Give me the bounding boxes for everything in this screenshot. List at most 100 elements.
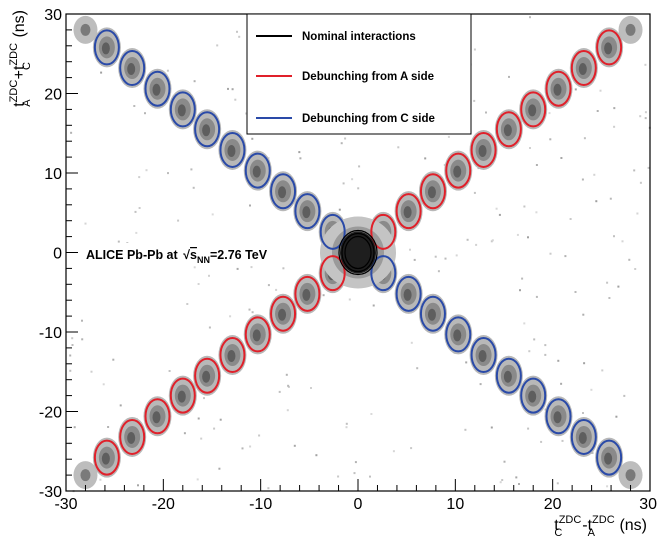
background-hit xyxy=(465,361,468,364)
nominal-contour xyxy=(341,232,375,273)
background-hit xyxy=(529,147,531,149)
background-hit xyxy=(208,274,210,277)
background-hit xyxy=(73,426,76,429)
background-hit xyxy=(218,467,221,470)
a-side-ellipse xyxy=(520,91,547,128)
background-hit xyxy=(287,384,290,387)
cluster-dense-core xyxy=(528,104,537,117)
cluster-dense-core xyxy=(604,42,613,55)
background-hit xyxy=(322,294,325,297)
background-hit xyxy=(544,344,547,347)
background-hit xyxy=(166,69,169,72)
background-hit xyxy=(606,485,609,488)
background-hit xyxy=(251,137,254,140)
background-hit xyxy=(249,204,251,207)
background-hit xyxy=(338,208,341,211)
corner-cluster-core xyxy=(625,23,636,36)
background-hit xyxy=(444,257,447,260)
background-hit xyxy=(628,258,631,261)
cluster-dense-core xyxy=(152,83,161,96)
y-axis-title: tZDCA+tZDCC (ns) xyxy=(8,10,33,107)
background-hit xyxy=(236,30,238,33)
cluster-dense-core xyxy=(478,350,487,363)
background-hit xyxy=(475,243,478,246)
cluster-dense-core xyxy=(177,104,186,117)
background-hit xyxy=(282,267,285,270)
c-side-ellipse xyxy=(169,91,196,128)
cluster-dense-core xyxy=(503,370,512,383)
background-hit xyxy=(617,285,620,288)
background-hit xyxy=(574,88,577,91)
c-side-ellipse xyxy=(520,377,547,414)
background-hit xyxy=(193,266,196,269)
c-side-ellipse xyxy=(395,275,422,312)
background-hit xyxy=(133,105,136,107)
c-side-ellipse xyxy=(445,316,472,353)
background-hit xyxy=(357,187,360,190)
background-hit xyxy=(267,284,270,287)
background-hit xyxy=(100,71,103,74)
background-hit xyxy=(117,240,120,243)
background-hit xyxy=(196,478,199,481)
c-side-ellipse xyxy=(596,439,623,476)
background-hit xyxy=(298,151,301,154)
background-hit xyxy=(613,125,616,128)
background-hit xyxy=(613,235,615,238)
background-hit xyxy=(595,200,598,203)
background-hit xyxy=(337,475,340,478)
background-hit xyxy=(549,252,552,255)
background-hit xyxy=(473,48,476,51)
background-hit xyxy=(529,16,531,19)
nominal-contour xyxy=(338,229,378,276)
background-hit xyxy=(535,164,538,166)
cluster-dense-core xyxy=(403,206,412,219)
a-side-ellipse xyxy=(470,131,497,168)
background-hit xyxy=(299,157,302,160)
a-side-ellipse xyxy=(545,70,572,107)
background-hit xyxy=(556,482,559,485)
background-hit xyxy=(99,478,102,481)
cluster-dense-core xyxy=(578,431,587,444)
a-side-ellipse xyxy=(596,29,623,66)
c-side-ellipse xyxy=(119,50,146,87)
background-hit xyxy=(340,142,343,145)
corner-cluster-core xyxy=(80,23,91,36)
experiment-annotation: ALICE Pb-Pb at √sNN=2.76 TeV xyxy=(82,243,298,265)
background-hit xyxy=(275,288,278,291)
background-hit xyxy=(548,112,551,115)
background-hit xyxy=(144,112,146,115)
y-tick-label: 10 xyxy=(44,166,62,183)
background-hit xyxy=(455,254,458,257)
background-hit xyxy=(508,75,510,78)
cluster-dense-core xyxy=(202,370,211,383)
background-hit xyxy=(192,186,195,189)
background-hit xyxy=(285,373,288,376)
background-hit xyxy=(644,117,647,120)
background-hit xyxy=(515,476,518,479)
background-hit xyxy=(549,138,552,141)
background-hit xyxy=(219,418,222,421)
background-hit xyxy=(137,484,139,487)
cluster-dense-core xyxy=(302,206,311,219)
background-hit xyxy=(190,168,193,171)
axis-ticks: -30 -20 -10 0 10 20 30 -30 -20 -10 0 10 20 30 xyxy=(39,7,657,513)
a-side-ellipse xyxy=(219,337,246,374)
cluster-dense-core xyxy=(553,83,562,96)
cluster-dense-core xyxy=(427,308,436,321)
background-hit xyxy=(134,210,137,213)
x-tick-label: -20 xyxy=(152,496,175,513)
background-hit xyxy=(499,481,502,484)
background-hit xyxy=(527,427,530,430)
cluster-dense-core xyxy=(403,288,412,301)
background-hit xyxy=(342,182,345,185)
background-hit xyxy=(102,383,105,386)
background-hit xyxy=(167,172,169,175)
cluster-dense-core xyxy=(453,329,462,342)
background-hit xyxy=(466,238,469,241)
background-hit xyxy=(413,258,416,261)
cluster-dense-core xyxy=(101,452,110,465)
cluster-dense-core xyxy=(101,42,110,55)
background-hit xyxy=(473,191,476,194)
background-hit xyxy=(216,44,219,47)
background-hit xyxy=(293,444,296,447)
